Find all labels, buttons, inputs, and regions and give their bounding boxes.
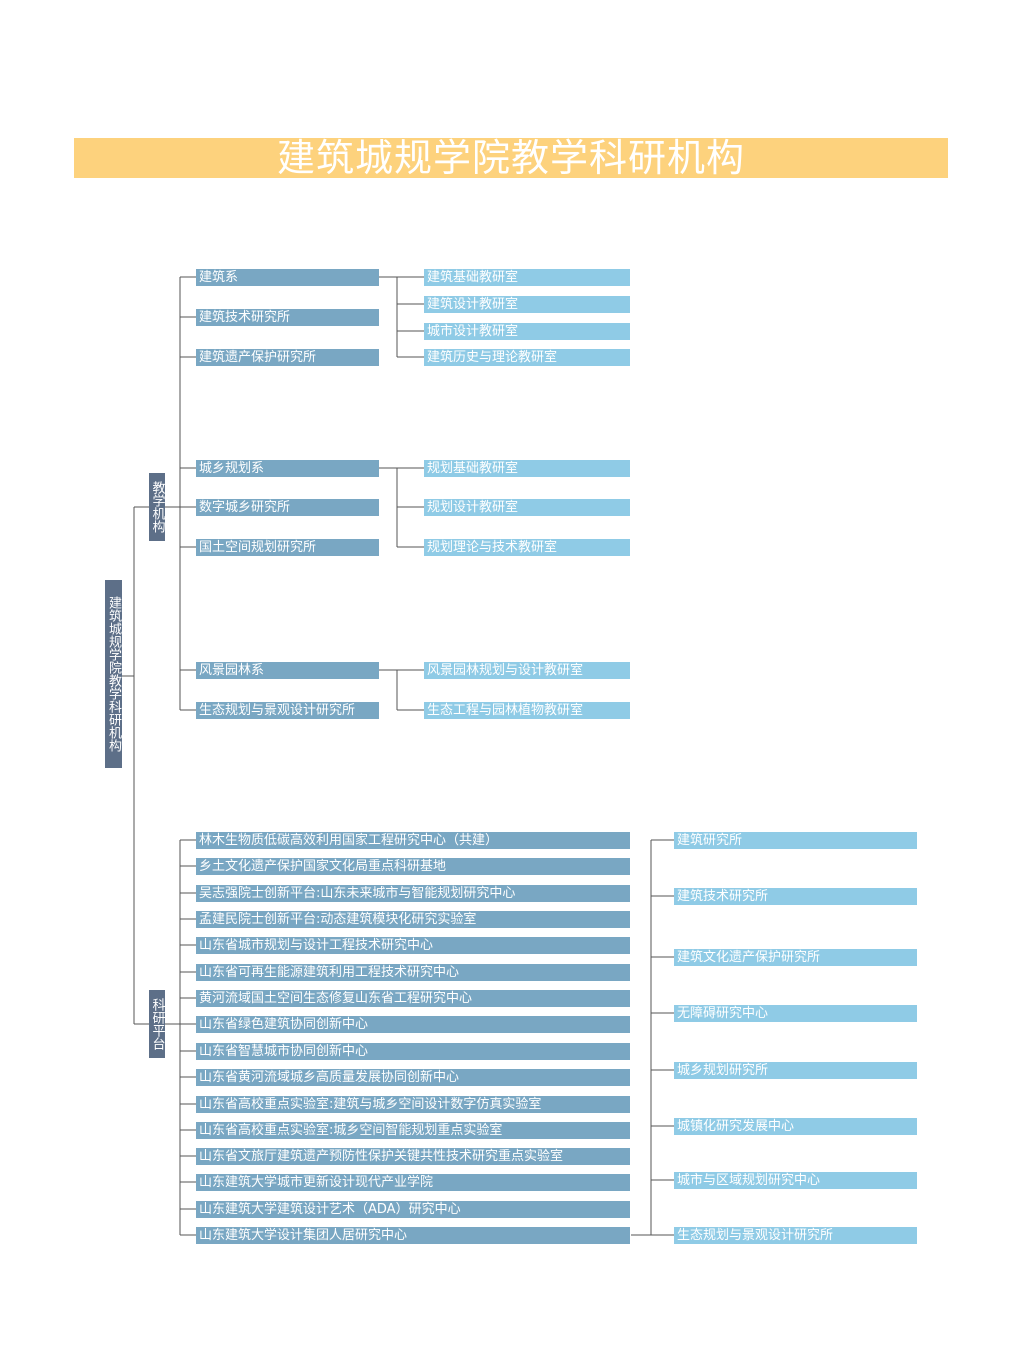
section-box: 规划基础教研室 [424,460,630,477]
platform-box: 孟建民院士创新平台:动态建筑模块化研究实验室 [196,911,630,928]
section-box: 建筑设计教研室 [424,296,630,313]
page-title: 建筑城规学院教学科研机构 [276,136,745,180]
unit-box: 数字城乡研究所 [196,499,379,516]
root-node: 建筑城规学院教学科研机构 [105,580,122,768]
platform-box: 山东省文旅厅建筑遗产预防性保护关键共性技术研究重点实验室 [196,1148,630,1165]
platform-box: 乡土文化遗产保护国家文化局重点科研基地 [196,858,630,875]
section-box: 规划理论与技术教研室 [424,539,630,556]
institute-box: 城市与区域规划研究中心 [674,1172,917,1189]
platform-box: 林木生物质低碳高效利用国家工程研究中心（共建） [196,832,630,849]
section-box: 风景园林规划与设计教研室 [424,662,630,679]
teaching-category: 教学机构 [149,473,165,541]
platform-box: 山东省智慧城市协同创新中心 [196,1043,630,1060]
section-box: 城市设计教研室 [424,323,630,340]
platform-box: 山东省高校重点实验室:建筑与城乡空间设计数字仿真实验室 [196,1096,630,1113]
institute-box: 无障碍研究中心 [674,1005,917,1022]
platform-box: 山东建筑大学建筑设计艺术（ADA）研究中心 [196,1201,630,1218]
platform-box: 山东省绿色建筑协同创新中心 [196,1016,630,1033]
platform-box: 山东省城市规划与设计工程技术研究中心 [196,937,630,954]
unit-box: 城乡规划系 [196,460,379,477]
platform-box: 吴志强院士创新平台:山东未来城市与智能规划研究中心 [196,885,630,902]
unit-box: 生态规划与景观设计研究所 [196,702,379,719]
institute-box: 城乡规划研究所 [674,1062,917,1079]
unit-box: 建筑系 [196,269,379,286]
section-box: 生态工程与园林植物教研室 [424,702,630,719]
institute-box: 城镇化研究发展中心 [674,1118,917,1135]
research-category: 科研平台 [149,990,165,1058]
section-box: 规划设计教研室 [424,499,630,516]
platform-box: 黄河流域国土空间生态修复山东省工程研究中心 [196,990,630,1007]
section-box: 建筑历史与理论教研室 [424,349,630,366]
unit-box: 建筑技术研究所 [196,309,379,326]
platform-box: 山东建筑大学设计集团人居研究中心 [196,1227,630,1244]
institute-box: 建筑技术研究所 [674,888,917,905]
institute-box: 生态规划与景观设计研究所 [674,1227,917,1244]
unit-box: 建筑遗产保护研究所 [196,349,379,366]
platform-box: 山东省黄河流域城乡高质量发展协同创新中心 [196,1069,630,1086]
unit-box: 国土空间规划研究所 [196,539,379,556]
platform-box: 山东省可再生能源建筑利用工程技术研究中心 [196,964,630,981]
title-banner: 建筑城规学院教学科研机构 [74,138,948,178]
platform-box: 山东建筑大学城市更新设计现代产业学院 [196,1174,630,1191]
section-box: 建筑基础教研室 [424,269,630,286]
institute-box: 建筑研究所 [674,832,917,849]
platform-box: 山东省高校重点实验室:城乡空间智能规划重点实验室 [196,1122,630,1139]
institute-box: 建筑文化遗产保护研究所 [674,949,917,966]
unit-box: 风景园林系 [196,662,379,679]
